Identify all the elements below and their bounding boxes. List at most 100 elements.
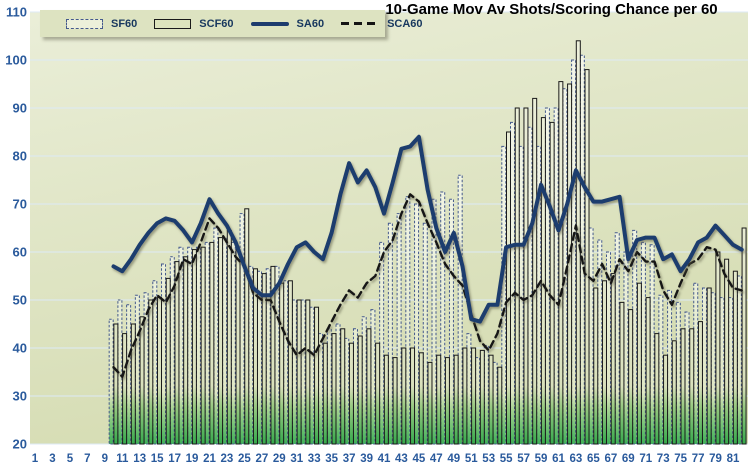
- scf60-bar: [645, 297, 651, 445]
- scf60-bar: [165, 277, 171, 445]
- sf60-bar: [588, 227, 594, 445]
- scf60-bar: [549, 121, 555, 445]
- scf60-bars-group: [113, 40, 747, 445]
- scf60-bar: [375, 342, 381, 445]
- x-tick-label: 11: [116, 453, 129, 465]
- sca60-line: [112, 193, 743, 378]
- chart-legend: SF60 SCF60 SA60 SCA60: [40, 10, 423, 37]
- scf60-bar: [287, 280, 293, 445]
- x-tick-label: 49: [447, 453, 460, 465]
- x-tick-label: 69: [622, 453, 635, 465]
- x-axis-labels: 1 3 5 7 9 11 13 15 17 19 21 23 25 27 29 31 33 35 37 39 41 43 4…: [32, 453, 740, 465]
- sf60-bar: [326, 328, 332, 445]
- scf60-bar: [348, 342, 354, 445]
- sa60-solid-line-swatch-icon: [250, 21, 289, 26]
- sf60-bar: [344, 337, 350, 445]
- sf60-bar: [640, 241, 646, 445]
- y-tick-label: 30: [13, 389, 27, 404]
- sf60-bar: [213, 227, 219, 445]
- scf60-bar: [593, 287, 599, 445]
- sf60-bar: [222, 237, 228, 445]
- legend-item-sa60: SA60: [250, 18, 324, 30]
- sf60-bar: [501, 145, 507, 445]
- scf60-bar: [453, 354, 459, 445]
- scf60-bar: [427, 361, 433, 445]
- sf60-bar: [361, 316, 367, 445]
- x-tick-label: 31: [290, 453, 303, 465]
- sf60-bar: [405, 196, 411, 445]
- scf60-bar: [619, 301, 625, 445]
- sf60-bar: [318, 333, 324, 445]
- sf60-bar: [370, 309, 376, 445]
- x-tick-label: 43: [395, 453, 408, 465]
- y-tick-label: 20: [13, 437, 27, 452]
- sf60-bar: [291, 299, 297, 445]
- scf60-bar: [497, 366, 503, 445]
- x-tick-label: 3: [49, 453, 55, 465]
- scf60-bar: [514, 107, 520, 445]
- x-tick-label: 17: [168, 453, 181, 465]
- x-tick-label: 45: [413, 453, 426, 465]
- legend-label-scf60: SCF60: [199, 17, 234, 30]
- y-tick-label: 100: [5, 53, 27, 68]
- y-tick-label: 70: [13, 197, 27, 212]
- scf60-bar: [366, 328, 372, 445]
- scf60-bar: [357, 335, 363, 445]
- x-tick-label: 57: [517, 453, 530, 465]
- sf60-bar: [623, 251, 629, 445]
- x-tick-label: 51: [465, 453, 478, 465]
- scf60-bar: [584, 69, 590, 445]
- sf60-bar: [440, 191, 446, 445]
- x-tick-label: 47: [430, 453, 443, 465]
- sf60-bar: [265, 268, 271, 445]
- sf60-bar: [352, 328, 358, 445]
- x-tick-label: 71: [639, 453, 652, 465]
- sf60-bar: [710, 292, 716, 445]
- scf60-bar: [689, 328, 695, 445]
- x-tick-label: 41: [378, 453, 391, 465]
- scf60-bar: [157, 297, 162, 445]
- sf60-bar: [309, 306, 315, 445]
- x-tick-label: 5: [67, 453, 74, 465]
- scf60-bar: [401, 347, 407, 445]
- sf60-bar: [448, 198, 454, 445]
- x-tick-label: 35: [325, 453, 338, 465]
- scf60-bar: [139, 316, 145, 445]
- scf60-bar: [444, 357, 450, 445]
- legend-item-scf60: SCF60: [154, 17, 234, 30]
- sf60-bar: [414, 203, 420, 445]
- sf60-bar: [510, 121, 516, 445]
- sf60-bar: [553, 107, 559, 445]
- x-tick-label: 13: [133, 453, 146, 465]
- scf60-bar: [628, 309, 634, 445]
- scf60-bar: [471, 347, 477, 445]
- x-tick-label: 37: [343, 453, 356, 465]
- x-tick-label: 53: [482, 453, 495, 465]
- scf60-bar: [410, 347, 416, 445]
- x-tick-label: 15: [151, 453, 164, 465]
- sf60-bar: [152, 280, 158, 445]
- scf60-bar: [252, 268, 258, 445]
- scf60-bar: [305, 299, 311, 445]
- y-tick-label: 40: [13, 341, 27, 356]
- scf60-bar: [148, 299, 154, 445]
- y-tick-label: 80: [13, 149, 27, 164]
- scf60-bar: [601, 280, 607, 445]
- scf60-bar: [209, 241, 215, 445]
- scf60-bar: [418, 352, 424, 445]
- x-tick-label: 73: [657, 453, 670, 465]
- x-tick-label: 75: [674, 453, 687, 465]
- scf60-bar: [462, 347, 468, 445]
- sf60-bar: [143, 292, 149, 445]
- x-tick-label: 59: [535, 453, 548, 465]
- scf60-bar: [671, 340, 677, 445]
- scf60-bar: [724, 258, 730, 445]
- sf60-bar: [187, 246, 193, 445]
- x-tick-label: 23: [221, 453, 234, 465]
- x-tick-label: 25: [238, 453, 251, 465]
- sf60-bar: [396, 213, 402, 445]
- scf60-bar: [279, 282, 285, 445]
- sf60-bar: [230, 241, 236, 445]
- x-tick-label: 7: [84, 453, 90, 465]
